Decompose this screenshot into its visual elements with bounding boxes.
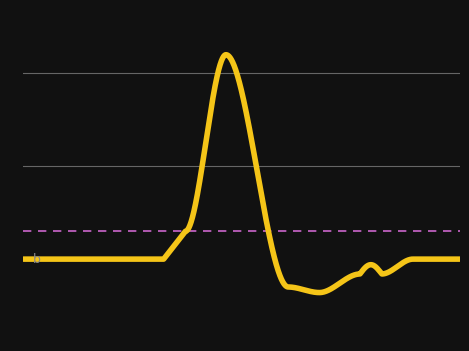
Text: b: b bbox=[33, 253, 41, 266]
